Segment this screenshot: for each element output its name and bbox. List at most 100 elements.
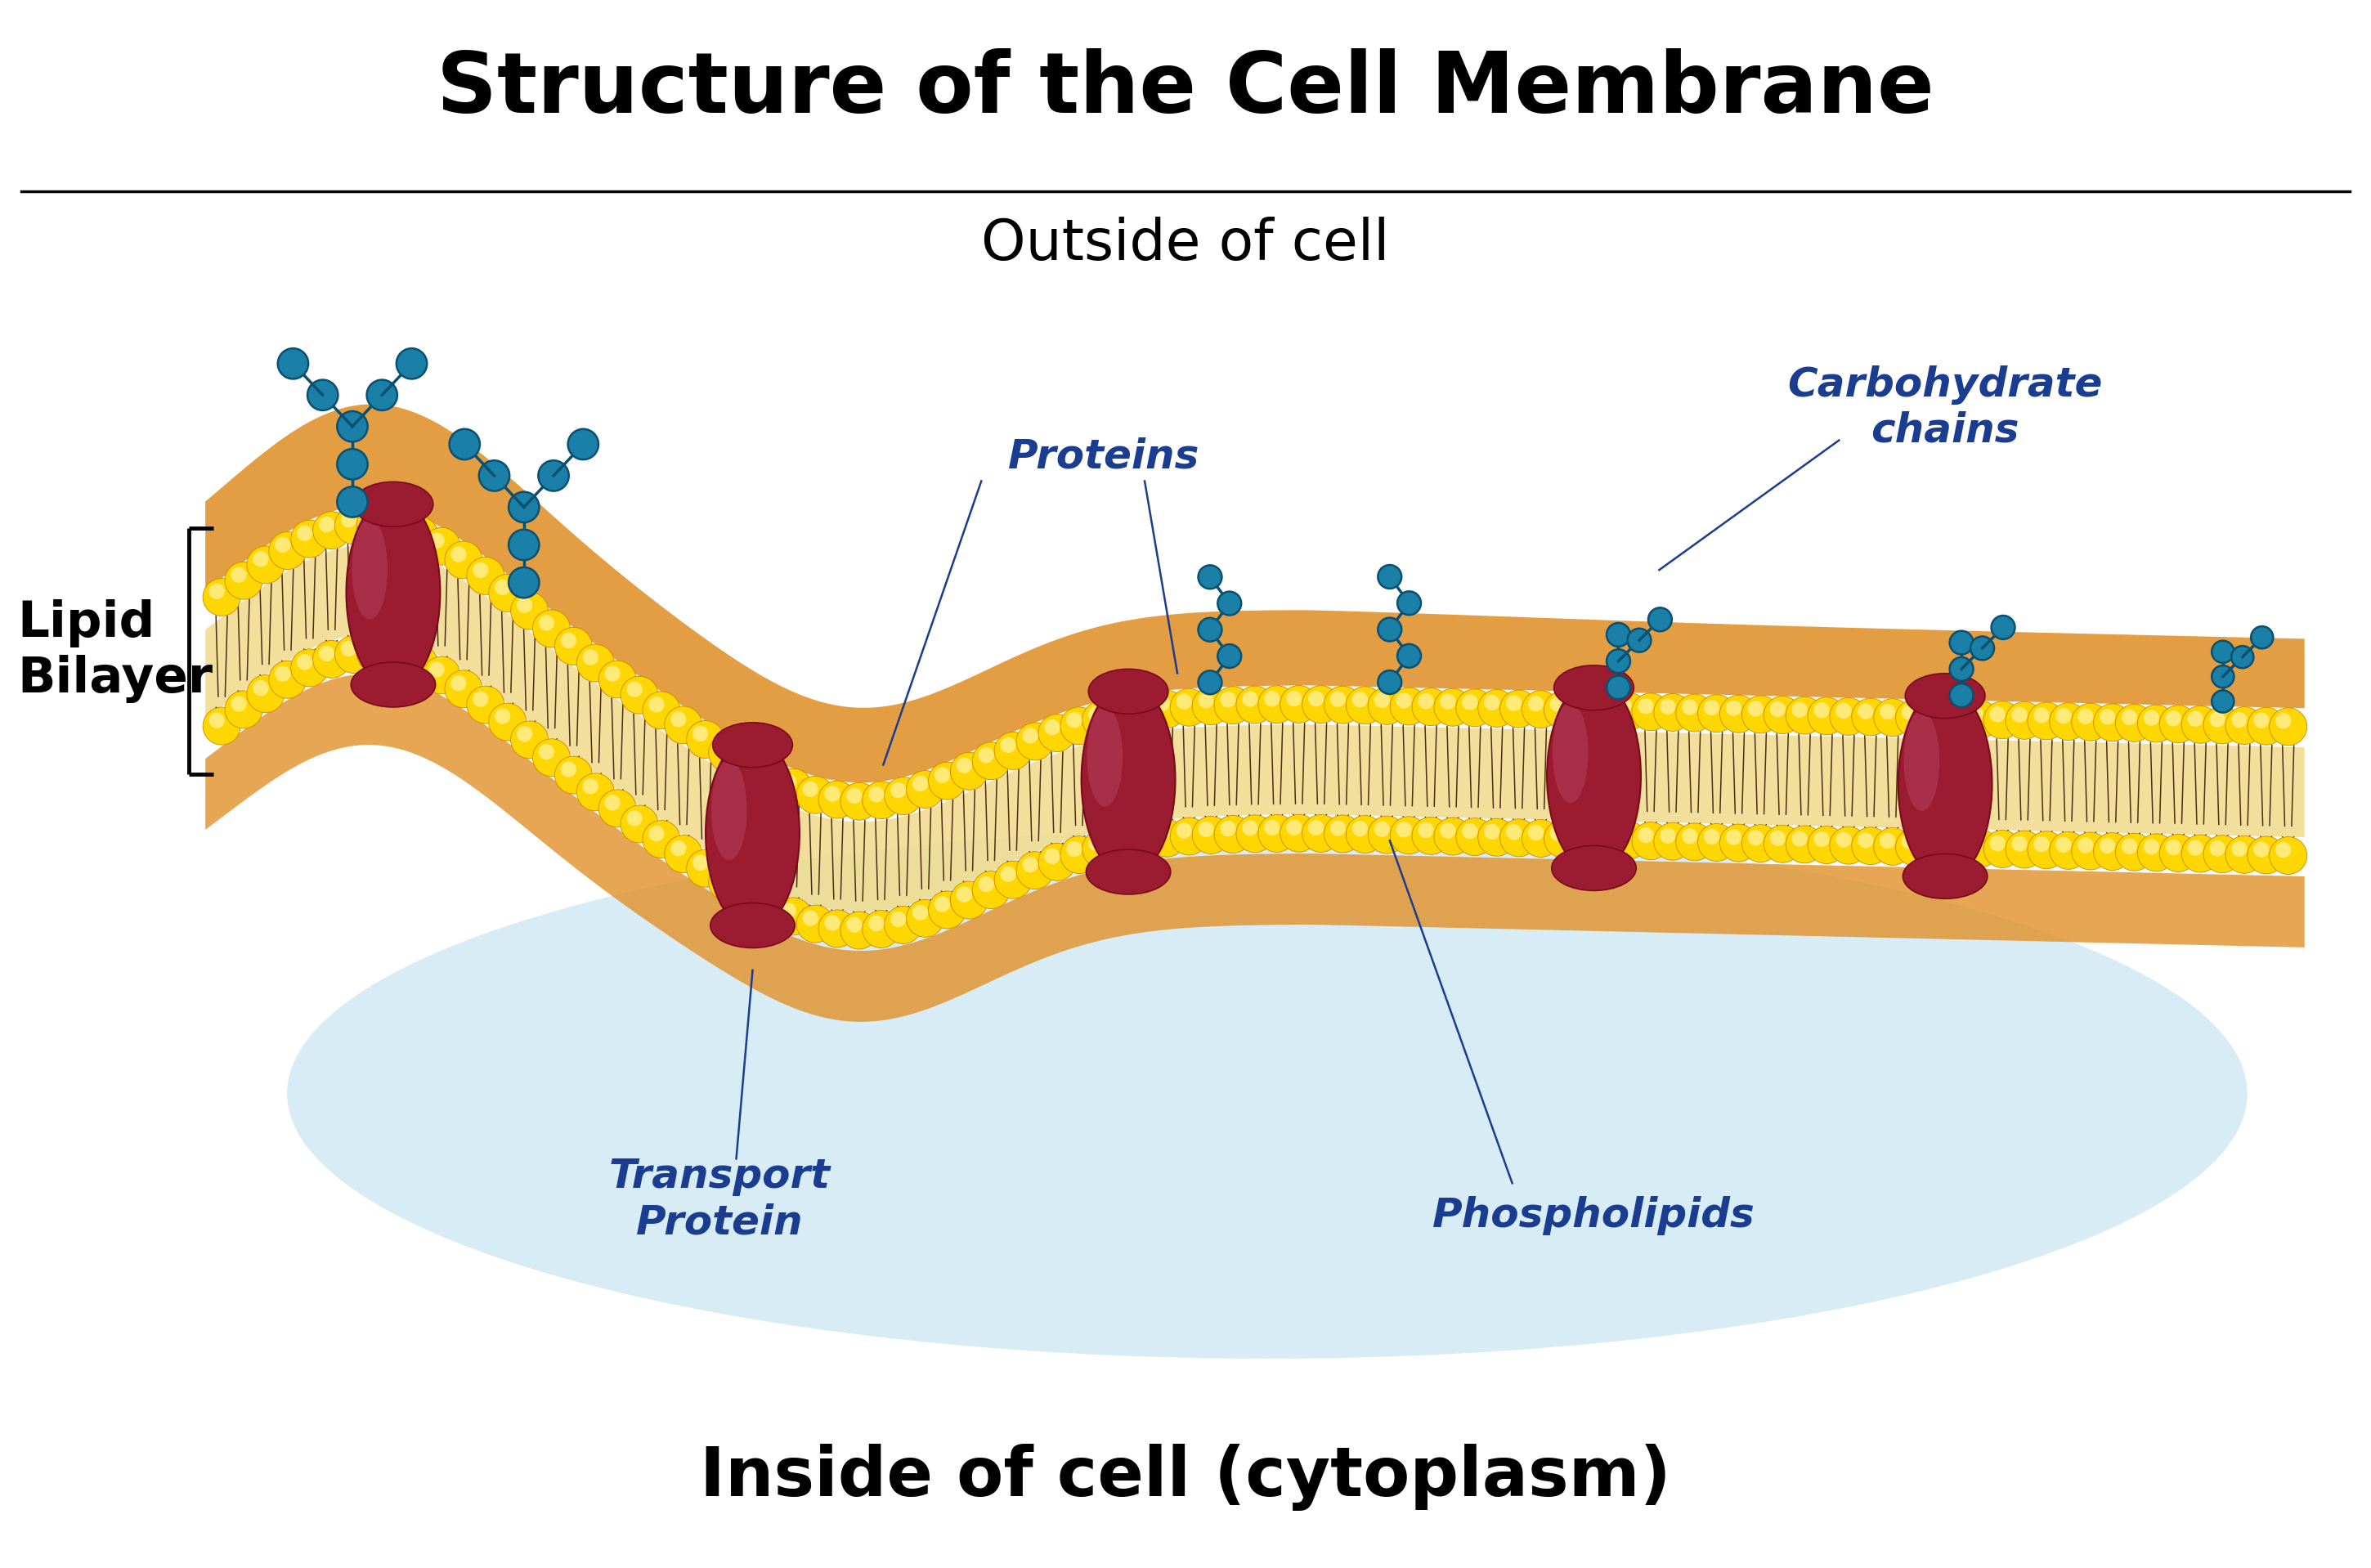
Circle shape	[225, 561, 263, 599]
Circle shape	[1397, 591, 1420, 615]
Circle shape	[1259, 685, 1295, 723]
Circle shape	[775, 897, 811, 935]
Circle shape	[1088, 836, 1105, 851]
Circle shape	[2160, 706, 2198, 743]
Circle shape	[1347, 687, 1385, 724]
Circle shape	[1551, 825, 1565, 840]
Circle shape	[979, 748, 993, 764]
Circle shape	[2122, 839, 2136, 855]
Circle shape	[1105, 696, 1143, 734]
Circle shape	[868, 916, 884, 931]
Circle shape	[363, 511, 379, 527]
Circle shape	[2181, 706, 2219, 743]
Circle shape	[709, 734, 747, 771]
Circle shape	[2165, 839, 2181, 855]
Circle shape	[356, 635, 394, 673]
Circle shape	[2056, 837, 2072, 853]
Circle shape	[1323, 815, 1361, 853]
Ellipse shape	[1086, 707, 1124, 806]
Circle shape	[1589, 691, 1627, 729]
Circle shape	[1970, 637, 1994, 660]
Circle shape	[597, 790, 635, 828]
Circle shape	[1565, 820, 1603, 858]
Circle shape	[1961, 701, 1999, 739]
Circle shape	[1463, 695, 1477, 710]
Circle shape	[254, 681, 268, 696]
Circle shape	[2143, 839, 2160, 855]
Circle shape	[1968, 706, 1985, 721]
Circle shape	[368, 379, 398, 411]
Circle shape	[1176, 693, 1193, 709]
Circle shape	[472, 691, 488, 707]
Circle shape	[775, 768, 811, 806]
Circle shape	[2077, 837, 2094, 853]
Circle shape	[709, 864, 747, 902]
Circle shape	[605, 795, 621, 811]
Circle shape	[2250, 626, 2274, 649]
Circle shape	[1947, 834, 1961, 850]
Circle shape	[934, 767, 951, 782]
Circle shape	[1022, 728, 1038, 743]
Circle shape	[846, 917, 863, 933]
Circle shape	[1747, 701, 1764, 717]
Circle shape	[1043, 848, 1060, 864]
Circle shape	[2098, 837, 2115, 853]
Circle shape	[643, 691, 680, 729]
Circle shape	[2181, 834, 2219, 872]
Circle shape	[496, 709, 510, 724]
Circle shape	[450, 430, 479, 459]
Circle shape	[1655, 823, 1691, 861]
Circle shape	[510, 568, 538, 597]
Circle shape	[1807, 826, 1845, 864]
Circle shape	[356, 506, 394, 544]
Circle shape	[538, 615, 555, 630]
Circle shape	[560, 632, 576, 648]
Circle shape	[1939, 829, 1977, 867]
Circle shape	[688, 850, 723, 887]
Text: Lipid
Bilayer: Lipid Bilayer	[17, 599, 213, 702]
Circle shape	[1593, 826, 1610, 842]
Circle shape	[225, 691, 263, 728]
Circle shape	[1434, 688, 1472, 726]
Circle shape	[1017, 723, 1053, 760]
Circle shape	[1610, 822, 1648, 859]
Circle shape	[1375, 822, 1389, 837]
Circle shape	[488, 574, 526, 612]
Circle shape	[1285, 690, 1302, 707]
Circle shape	[1001, 737, 1017, 753]
Circle shape	[929, 891, 965, 928]
Circle shape	[1235, 685, 1273, 723]
Circle shape	[1043, 720, 1060, 735]
Circle shape	[384, 514, 401, 530]
Circle shape	[1660, 828, 1676, 844]
Circle shape	[1610, 693, 1648, 731]
Circle shape	[318, 646, 334, 662]
Circle shape	[1389, 817, 1427, 855]
Circle shape	[576, 773, 614, 811]
Circle shape	[1221, 691, 1235, 707]
Circle shape	[1880, 833, 1894, 848]
Circle shape	[1593, 698, 1610, 713]
Ellipse shape	[1904, 855, 1987, 898]
Circle shape	[450, 546, 467, 563]
Circle shape	[1949, 684, 1973, 707]
Ellipse shape	[1088, 670, 1169, 713]
Circle shape	[1681, 828, 1698, 844]
Circle shape	[2034, 836, 2049, 851]
Circle shape	[308, 379, 339, 411]
Circle shape	[2226, 836, 2262, 873]
Circle shape	[1389, 687, 1427, 724]
Circle shape	[1235, 815, 1273, 853]
Circle shape	[247, 674, 285, 712]
Ellipse shape	[1904, 710, 1939, 811]
Circle shape	[1830, 826, 1868, 864]
Circle shape	[1351, 691, 1368, 707]
Circle shape	[1608, 649, 1631, 673]
Circle shape	[1830, 698, 1868, 735]
Circle shape	[2115, 704, 2153, 742]
Circle shape	[818, 781, 856, 818]
Circle shape	[337, 411, 368, 442]
Circle shape	[2027, 831, 2065, 869]
Circle shape	[318, 517, 334, 533]
Circle shape	[429, 662, 443, 677]
